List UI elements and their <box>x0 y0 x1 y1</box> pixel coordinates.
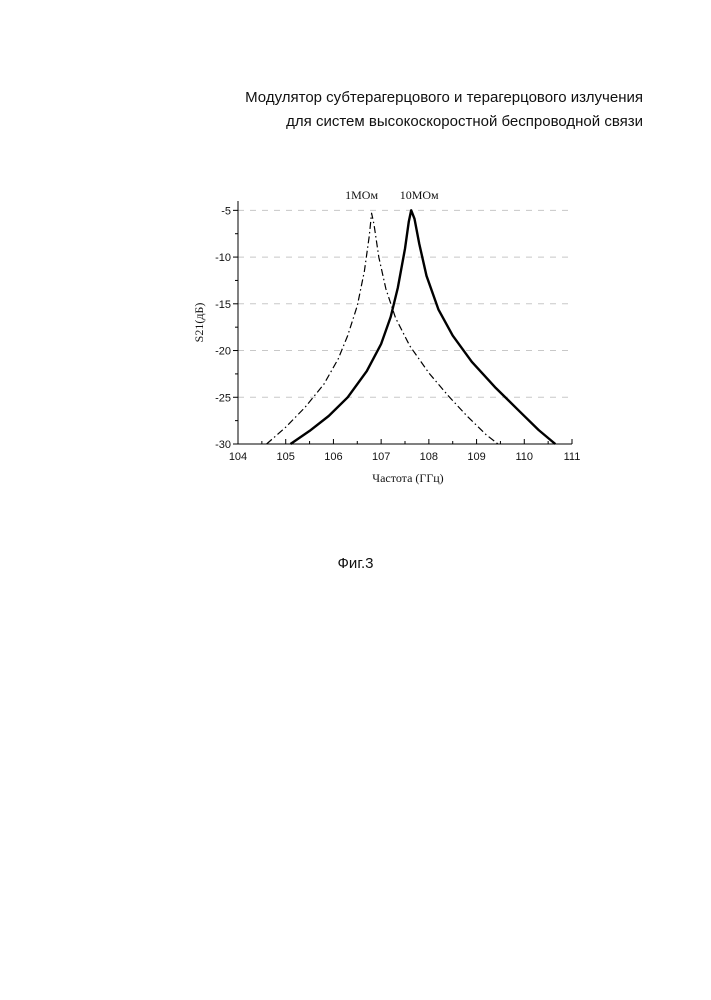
x-tick-label: 110 <box>516 451 534 463</box>
y-tick-label: -5 <box>221 205 231 217</box>
figure-caption: Фиг.3 <box>0 555 711 572</box>
series-label-2: 10МОм <box>400 188 439 202</box>
x-tick-label: 105 <box>277 451 295 463</box>
y-axis-label: S21(дБ) <box>192 303 206 343</box>
y-tick-label: -25 <box>215 392 231 404</box>
series-line-2 <box>291 210 556 444</box>
axes-layer: 104 105 106 107 108 109 110 111 -5 -10 -15 -20 -25 -3… <box>215 201 580 463</box>
series-layer <box>267 210 556 444</box>
x-axis-label: Частота (ГГц) <box>372 471 443 485</box>
x-tick-label: 108 <box>420 451 438 463</box>
grid-layer <box>238 210 572 397</box>
y-tick-label: -30 <box>215 439 231 451</box>
series-line-1 <box>267 213 498 444</box>
series-label-1: 1МОм <box>345 188 378 202</box>
x-tick-label: 111 <box>564 451 581 463</box>
y-tick-label: -20 <box>215 346 231 358</box>
x-tick-label: 107 <box>372 451 390 463</box>
y-tick-label: -10 <box>215 252 231 264</box>
x-tick-label: 109 <box>467 451 485 463</box>
x-tick-label: 104 <box>229 451 247 463</box>
y-tick-label: -15 <box>215 299 231 311</box>
x-tick-label: 106 <box>324 451 342 463</box>
